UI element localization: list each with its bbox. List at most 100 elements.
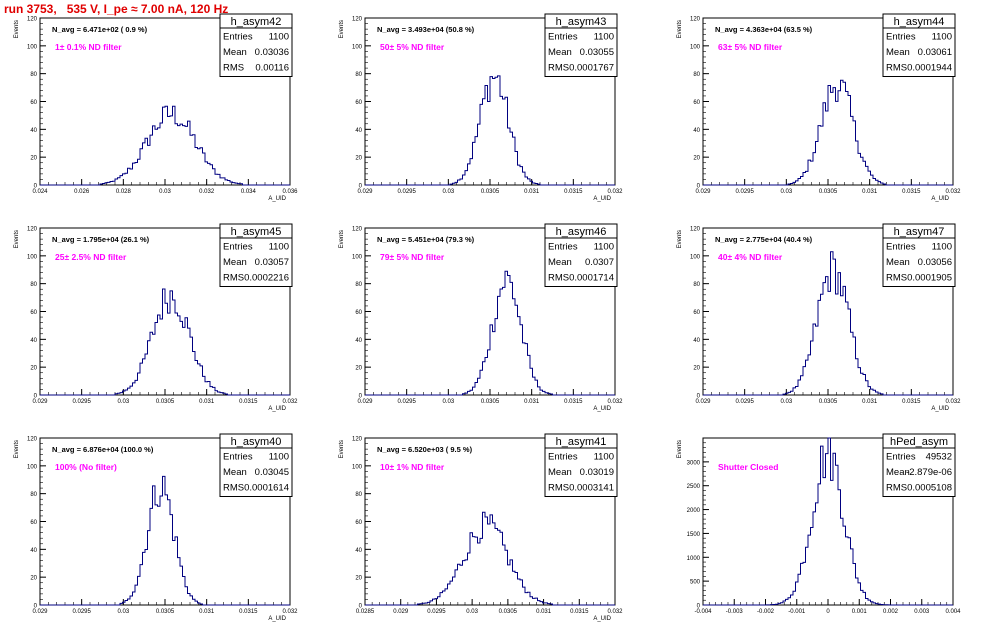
stats-box-frame [544, 433, 618, 497]
x-tick-label: -0.004 [694, 609, 712, 615]
x-tick-label: 0.032 [199, 189, 215, 195]
y-tick-label: 20 [30, 156, 37, 162]
filter-label: 100% (No filter) [55, 462, 117, 472]
filter-label: 25± 2.5% ND filter [55, 252, 127, 262]
y-tick-label: 120 [27, 227, 38, 233]
stats-value-entries: 1100 [269, 452, 289, 463]
x-tick-label: 0.024 [32, 189, 48, 195]
stats-label-entries: Entries [548, 242, 578, 253]
stats-value-rms: 0.0002216 [244, 273, 289, 284]
stats-box: hPed_asym Entries 49532 Mean-2.879e-06 RMS 0.… [882, 433, 956, 497]
x-tick-label: 0.0305 [156, 609, 175, 615]
y-tick-label: 120 [352, 227, 363, 233]
y-tick-label: 60 [355, 520, 362, 526]
y-tick-label: 40 [693, 128, 700, 134]
x-tick-label: 0.031 [862, 189, 878, 195]
x-tick-label: 0.034 [241, 189, 257, 195]
x-axis-label: A_UID [931, 196, 949, 202]
histogram-panel-h_asym42: 0 20 40 60 80 100 120 0.024 0.026 0.028 0.03 0.032 0… [14, 13, 298, 202]
stats-box: h_asym45 Entries 1100 Mean 0.03057 RMS 0.00022… [219, 223, 293, 287]
histogram-name: h_asym40 [231, 436, 282, 448]
x-tick-label: 0 [826, 609, 830, 615]
stats-box-frame [219, 13, 293, 77]
stats-label-entries: Entries [886, 242, 916, 253]
navg-label: N_avg = 5.451e+04 (79.3 %) [377, 235, 475, 244]
x-axis-label: A_UID [593, 616, 611, 622]
x-tick-label: 0.029 [32, 399, 48, 405]
stats-label-entries: Entries [548, 452, 578, 463]
stats-label-rms: RMS [886, 273, 907, 284]
stats-value-entries: 1100 [594, 32, 614, 43]
stats-label-mean: Mean [886, 257, 910, 268]
y-tick-label: 60 [30, 100, 37, 106]
y-tick-label: 80 [355, 492, 362, 498]
histogram-panel-h_asym45: 0 20 40 60 80 100 120 0.029 0.0295 0.03 0.0305 0.03… [14, 223, 298, 412]
x-tick-label: 0.028 [116, 189, 132, 195]
x-tick-label: 0.0315 [902, 399, 921, 405]
x-axis-label: A_UID [268, 616, 286, 622]
stats-label-mean: Mean [223, 467, 247, 478]
x-axis-label: A_UID [931, 406, 949, 412]
x-tick-label: 0.029 [695, 189, 711, 195]
x-tick-label: 0.031 [199, 399, 215, 405]
stats-label-rms: RMS [548, 483, 569, 494]
stats-value-rms: 0.0003141 [569, 483, 614, 494]
stats-value-mean: 0.03057 [255, 257, 289, 268]
y-tick-label: 20 [355, 366, 362, 372]
y-axis-label: Events [677, 230, 683, 248]
y-tick-label: 20 [693, 156, 700, 162]
x-tick-label: 0.0315 [570, 609, 589, 615]
stats-box: h_asym40 Entries 1100 Mean 0.03045 RMS 0.00016… [219, 433, 293, 497]
y-axis-label: Events [339, 20, 345, 38]
y-tick-label: 60 [693, 310, 700, 316]
stats-box: h_asym44 Entries 1100 Mean 0.03061 RMS 0.00019… [882, 13, 956, 77]
y-tick-label: 100 [690, 44, 701, 50]
x-tick-label: 0.03 [780, 399, 792, 405]
filter-label: 50± 5% ND filter [380, 42, 445, 52]
x-tick-label: -0.001 [788, 609, 806, 615]
stats-label-mean: Mean [548, 47, 572, 58]
y-tick-label: 80 [693, 72, 700, 78]
stats-box-frame [882, 13, 956, 77]
y-tick-label: 80 [355, 72, 362, 78]
y-tick-label: 500 [690, 580, 701, 586]
x-tick-label: 0.03 [117, 399, 129, 405]
filter-label: Shutter Closed [718, 462, 778, 472]
histogram-name: h_asym41 [556, 436, 607, 448]
x-tick-label: 0.0305 [481, 399, 500, 405]
histogram-line [703, 437, 953, 606]
histogram-name: h_asym44 [894, 16, 945, 28]
y-tick-label: 0 [359, 604, 363, 610]
stats-box-frame [219, 433, 293, 497]
y-tick-label: 40 [30, 128, 37, 134]
histogram-panel-h_asym44: 0 20 40 60 80 100 120 0.029 0.0295 0.03 0.0305 0.03… [677, 13, 961, 202]
stats-value-rms: 0.0001767 [569, 63, 614, 74]
x-tick-label: 0.031 [199, 609, 215, 615]
y-tick-label: 0 [359, 184, 363, 190]
y-tick-label: 120 [27, 17, 38, 23]
x-tick-label: 0.0305 [819, 189, 838, 195]
stats-box: h_asym43 Entries 1100 Mean 0.03055 RMS 0.00017… [544, 13, 618, 77]
y-tick-label: 0 [697, 604, 701, 610]
x-tick-label: 0.0295 [397, 189, 416, 195]
navg-label: N_avg = 1.795e+04 (26.1 %) [52, 235, 150, 244]
x-tick-label: 0.0295 [72, 399, 91, 405]
x-tick-label: 0.0295 [72, 609, 91, 615]
stats-box-frame [544, 13, 618, 77]
x-tick-label: 0.031 [536, 609, 552, 615]
y-tick-label: 100 [27, 254, 38, 260]
stats-value-rms: 0.0001614 [244, 483, 289, 494]
stats-label-entries: Entries [223, 242, 253, 253]
stats-value-mean: 0.03061 [918, 47, 952, 58]
x-tick-label: 0.0315 [564, 189, 583, 195]
x-tick-label: 0.0305 [481, 189, 500, 195]
histogram-line [365, 511, 615, 606]
stats-value-mean: 0.03019 [580, 467, 614, 478]
y-tick-label: 0 [697, 394, 701, 400]
histogram-name: hPed_asym [890, 436, 948, 448]
stats-value-mean: 0.03045 [255, 467, 289, 478]
y-tick-label: 120 [27, 437, 38, 443]
stats-label-rms: RMS [223, 483, 244, 494]
x-tick-label: 0.032 [607, 609, 623, 615]
histogram-name: h_asym43 [556, 16, 607, 28]
